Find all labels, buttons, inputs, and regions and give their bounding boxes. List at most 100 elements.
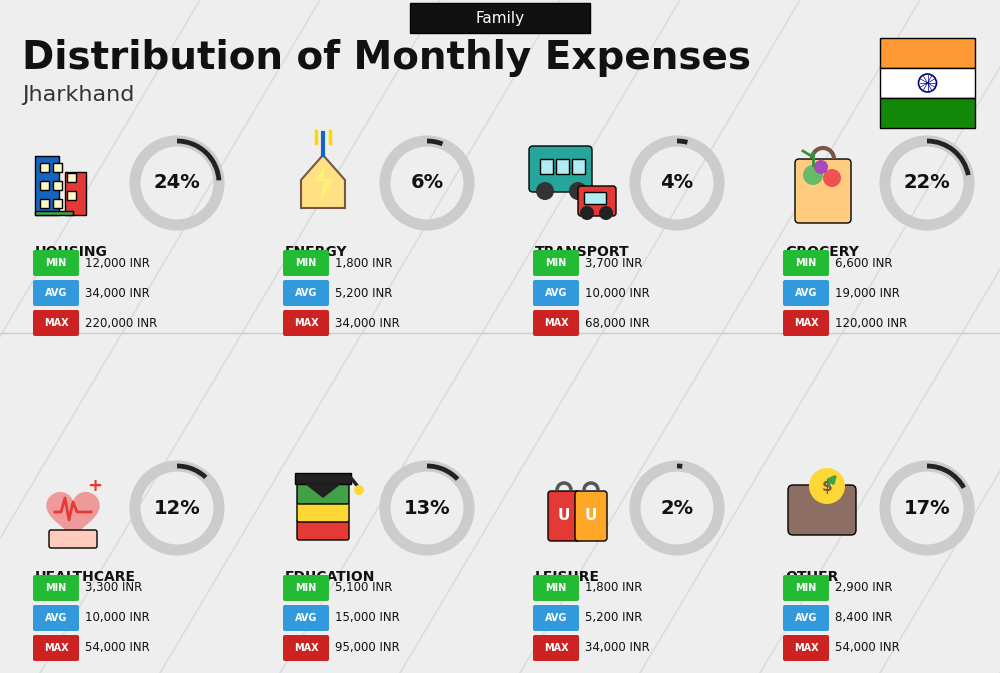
Wedge shape: [927, 464, 966, 489]
Text: HEALTHCARE: HEALTHCARE: [35, 570, 136, 584]
FancyBboxPatch shape: [33, 250, 79, 276]
Text: 68,000 INR: 68,000 INR: [585, 316, 650, 330]
Wedge shape: [177, 139, 221, 180]
FancyBboxPatch shape: [533, 280, 579, 306]
FancyBboxPatch shape: [65, 172, 86, 215]
Text: MIN: MIN: [295, 583, 317, 593]
FancyBboxPatch shape: [533, 635, 579, 661]
Text: 3,700 INR: 3,700 INR: [585, 256, 642, 269]
FancyBboxPatch shape: [283, 280, 329, 306]
FancyBboxPatch shape: [35, 211, 73, 215]
FancyBboxPatch shape: [548, 491, 580, 541]
FancyBboxPatch shape: [575, 491, 607, 541]
Text: 120,000 INR: 120,000 INR: [835, 316, 907, 330]
Circle shape: [809, 468, 845, 504]
FancyBboxPatch shape: [283, 635, 329, 661]
Text: 34,000 INR: 34,000 INR: [585, 641, 650, 655]
FancyBboxPatch shape: [880, 38, 975, 68]
Text: AVG: AVG: [795, 613, 817, 623]
Text: U: U: [585, 509, 597, 524]
Polygon shape: [315, 165, 333, 203]
Text: HOUSING: HOUSING: [35, 245, 108, 259]
Text: 12,000 INR: 12,000 INR: [85, 256, 150, 269]
Text: 22%: 22%: [904, 174, 950, 192]
Text: 5,200 INR: 5,200 INR: [585, 612, 642, 625]
FancyBboxPatch shape: [529, 146, 592, 192]
Text: 34,000 INR: 34,000 INR: [335, 316, 400, 330]
Text: 4%: 4%: [660, 174, 694, 192]
Text: AVG: AVG: [545, 288, 567, 298]
FancyBboxPatch shape: [410, 3, 590, 33]
Text: 12%: 12%: [154, 499, 200, 518]
FancyBboxPatch shape: [283, 250, 329, 276]
Text: $: $: [822, 479, 832, 493]
Text: 220,000 INR: 220,000 INR: [85, 316, 157, 330]
Text: AVG: AVG: [295, 288, 317, 298]
Text: MAX: MAX: [294, 318, 318, 328]
Circle shape: [354, 485, 364, 495]
Text: MAX: MAX: [794, 643, 818, 653]
Text: AVG: AVG: [545, 613, 567, 623]
Text: MAX: MAX: [544, 318, 568, 328]
FancyBboxPatch shape: [297, 502, 349, 522]
FancyBboxPatch shape: [783, 605, 829, 631]
Text: 34,000 INR: 34,000 INR: [85, 287, 150, 299]
Text: AVG: AVG: [295, 613, 317, 623]
Text: 13%: 13%: [404, 499, 450, 518]
Text: MIN: MIN: [795, 583, 817, 593]
Text: 5,100 INR: 5,100 INR: [335, 581, 392, 594]
FancyBboxPatch shape: [67, 173, 76, 182]
Circle shape: [803, 165, 823, 185]
Polygon shape: [301, 155, 345, 208]
Text: AVG: AVG: [45, 288, 67, 298]
Text: 54,000 INR: 54,000 INR: [835, 641, 900, 655]
FancyBboxPatch shape: [35, 156, 59, 215]
Text: 1,800 INR: 1,800 INR: [335, 256, 392, 269]
FancyBboxPatch shape: [578, 186, 616, 216]
FancyBboxPatch shape: [783, 635, 829, 661]
Text: MAX: MAX: [44, 643, 68, 653]
Circle shape: [814, 160, 828, 174]
Text: GROCERY: GROCERY: [785, 245, 859, 259]
FancyBboxPatch shape: [40, 181, 49, 190]
Text: EDUCATION: EDUCATION: [285, 570, 375, 584]
FancyBboxPatch shape: [33, 280, 79, 306]
Circle shape: [823, 169, 841, 187]
Text: 10,000 INR: 10,000 INR: [85, 612, 150, 625]
FancyBboxPatch shape: [788, 485, 856, 535]
Text: 24%: 24%: [154, 174, 200, 192]
Wedge shape: [427, 464, 459, 481]
FancyBboxPatch shape: [783, 310, 829, 336]
Text: 10,000 INR: 10,000 INR: [585, 287, 650, 299]
FancyBboxPatch shape: [283, 605, 329, 631]
FancyBboxPatch shape: [53, 181, 62, 190]
Polygon shape: [305, 484, 341, 498]
FancyBboxPatch shape: [33, 605, 79, 631]
Text: AVG: AVG: [45, 613, 67, 623]
Text: 2,900 INR: 2,900 INR: [835, 581, 893, 594]
FancyBboxPatch shape: [297, 484, 349, 504]
Text: MAX: MAX: [294, 643, 318, 653]
FancyBboxPatch shape: [40, 163, 49, 172]
Text: OTHER: OTHER: [785, 570, 838, 584]
Text: Distribution of Monthly Expenses: Distribution of Monthly Expenses: [22, 39, 751, 77]
Circle shape: [599, 206, 613, 220]
Text: 17%: 17%: [904, 499, 950, 518]
Circle shape: [569, 182, 587, 200]
Text: 54,000 INR: 54,000 INR: [85, 641, 150, 655]
FancyBboxPatch shape: [783, 250, 829, 276]
FancyBboxPatch shape: [53, 163, 62, 172]
Wedge shape: [927, 139, 971, 176]
FancyBboxPatch shape: [33, 310, 79, 336]
Wedge shape: [177, 464, 207, 479]
FancyBboxPatch shape: [795, 159, 851, 223]
Text: LEISURE: LEISURE: [535, 570, 600, 584]
FancyBboxPatch shape: [556, 159, 569, 174]
Text: 1,800 INR: 1,800 INR: [585, 581, 642, 594]
FancyBboxPatch shape: [283, 310, 329, 336]
FancyBboxPatch shape: [283, 575, 329, 601]
FancyBboxPatch shape: [33, 635, 79, 661]
Text: 3,300 INR: 3,300 INR: [85, 581, 142, 594]
Text: 2%: 2%: [660, 499, 694, 518]
FancyBboxPatch shape: [584, 192, 606, 204]
